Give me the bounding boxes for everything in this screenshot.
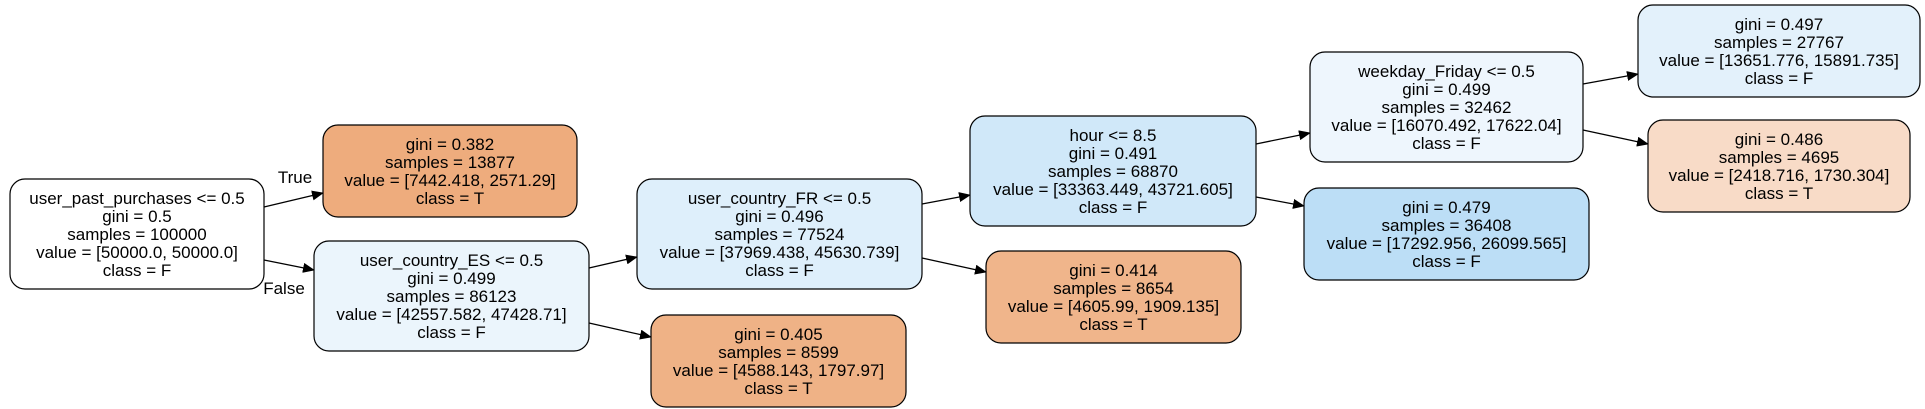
edge-root-n1 <box>263 190 324 208</box>
node-value: value = [37969.438, 45630.739] <box>660 243 900 262</box>
node-class: class = T <box>1079 315 1147 334</box>
node-gini: gini = 0.491 <box>1069 144 1157 163</box>
node-gini: gini = 0.499 <box>407 269 495 288</box>
node-box <box>969 115 1257 227</box>
node-value: value = [4588.143, 1797.97] <box>673 361 884 380</box>
node-gini: gini = 0.499 <box>1402 80 1490 99</box>
node-value: value = [16070.492, 17622.04] <box>1331 116 1561 135</box>
edge-n3-n5 <box>921 192 971 205</box>
node-gini: gini = 0.486 <box>1735 130 1823 149</box>
node-value: value = [50000.0, 50000.0] <box>36 243 238 262</box>
node-split-condition: hour <= 8.5 <box>1070 126 1157 145</box>
node-samples: samples = 68870 <box>1048 162 1178 181</box>
node-value: value = [33363.449, 43721.605] <box>993 180 1233 199</box>
node-box <box>1309 51 1584 163</box>
edges-layer <box>263 71 1649 340</box>
edge-labels-layer: True False <box>263 168 312 298</box>
node-gini: gini = 0.382 <box>406 135 494 154</box>
node-split-condition: user_country_FR <= 0.5 <box>688 189 871 208</box>
edge-n7-n9 <box>1582 71 1639 85</box>
node-class: class = F <box>1745 69 1814 88</box>
edge-n7-n10 <box>1582 129 1649 147</box>
node-value: value = [4605.99, 1909.135] <box>1008 297 1219 316</box>
node-gini: gini = 0.5 <box>102 207 171 226</box>
node-samples: samples = 32462 <box>1382 98 1512 117</box>
node-samples: samples = 27767 <box>1714 33 1844 52</box>
node-box <box>1303 187 1590 281</box>
node-class: class = T <box>1745 184 1813 203</box>
node-samples: samples = 86123 <box>387 287 517 306</box>
node-split-condition: weekday_Friday <= 0.5 <box>1357 62 1535 81</box>
edge-label-false: False <box>263 279 305 298</box>
node-gini: gini = 0.497 <box>1735 15 1823 34</box>
node-gini: gini = 0.479 <box>1402 198 1490 217</box>
node-gini: gini = 0.414 <box>1069 261 1157 280</box>
node-samples: samples = 4695 <box>1719 148 1840 167</box>
node-box <box>1637 4 1921 98</box>
node-samples: samples = 8654 <box>1053 279 1174 298</box>
node-samples: samples = 13877 <box>385 153 515 172</box>
edge-label-true: True <box>278 168 312 187</box>
edge-n2-n3 <box>588 254 638 269</box>
node-samples: samples = 8599 <box>718 343 839 362</box>
node-value: value = [13651.776, 15891.735] <box>1659 51 1899 70</box>
edge-n5-n7 <box>1255 130 1311 145</box>
node-value: value = [17292.956, 26099.565] <box>1327 234 1567 253</box>
node-box <box>636 178 923 290</box>
node-split-condition: user_country_ES <= 0.5 <box>360 251 543 270</box>
edge-n5-n8 <box>1255 196 1305 209</box>
node-samples: samples = 77524 <box>715 225 845 244</box>
node-class: class = F <box>1412 252 1481 271</box>
edge-root-n2 <box>263 259 315 273</box>
node-box <box>313 240 590 352</box>
edge-n3-n6 <box>921 257 987 275</box>
node-class: class = F <box>417 323 486 342</box>
node-value: value = [2418.716, 1730.304] <box>1669 166 1890 185</box>
node-gini: gini = 0.496 <box>735 207 823 226</box>
node-split-condition: user_past_purchases <= 0.5 <box>29 189 244 208</box>
node-value: value = [7442.418, 2571.29] <box>344 171 555 190</box>
node-samples: samples = 100000 <box>67 225 206 244</box>
node-class: class = F <box>745 261 814 280</box>
node-box <box>1647 119 1911 213</box>
node-box <box>322 124 578 218</box>
node-class: class = F <box>1079 198 1148 217</box>
node-class: class = T <box>744 379 812 398</box>
node-gini: gini = 0.405 <box>734 325 822 344</box>
node-value: value = [42557.582, 47428.71] <box>336 305 566 324</box>
node-class: class = T <box>416 189 484 208</box>
edge-n2-n4 <box>588 322 652 340</box>
node-box <box>985 250 1242 344</box>
node-samples: samples = 36408 <box>1382 216 1512 235</box>
node-class: class = F <box>1412 134 1481 153</box>
node-box <box>9 178 265 290</box>
node-class: class = F <box>103 261 172 280</box>
node-box <box>650 314 907 408</box>
